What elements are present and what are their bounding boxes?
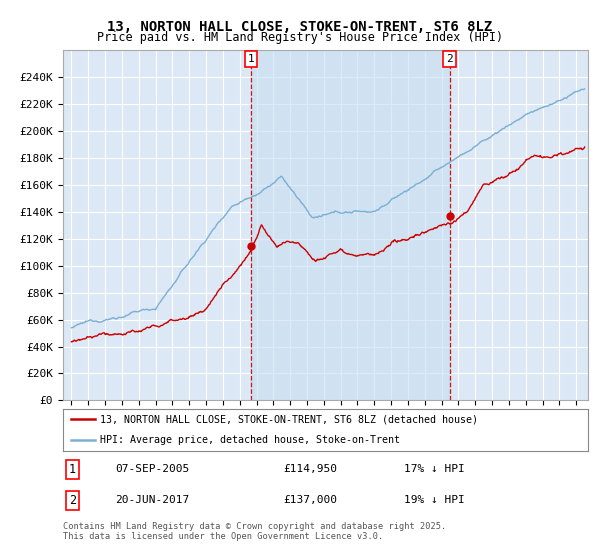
Text: Price paid vs. HM Land Registry's House Price Index (HPI): Price paid vs. HM Land Registry's House … — [97, 31, 503, 44]
Text: 20-JUN-2017: 20-JUN-2017 — [115, 496, 190, 506]
Text: HPI: Average price, detached house, Stoke-on-Trent: HPI: Average price, detached house, Stok… — [100, 435, 400, 445]
Text: 2: 2 — [446, 54, 453, 64]
Text: £114,950: £114,950 — [284, 464, 337, 474]
Text: 1: 1 — [69, 463, 76, 475]
Text: 19% ↓ HPI: 19% ↓ HPI — [404, 496, 465, 506]
Text: 1: 1 — [248, 54, 254, 64]
Text: £137,000: £137,000 — [284, 496, 337, 506]
Text: 13, NORTON HALL CLOSE, STOKE-ON-TRENT, ST6 8LZ (detached house): 13, NORTON HALL CLOSE, STOKE-ON-TRENT, S… — [100, 414, 478, 424]
Text: Contains HM Land Registry data © Crown copyright and database right 2025.
This d: Contains HM Land Registry data © Crown c… — [63, 522, 446, 542]
Bar — [251, 50, 449, 400]
Text: 17% ↓ HPI: 17% ↓ HPI — [404, 464, 465, 474]
Text: 07-SEP-2005: 07-SEP-2005 — [115, 464, 190, 474]
Text: 2: 2 — [69, 494, 76, 507]
Text: 13, NORTON HALL CLOSE, STOKE-ON-TRENT, ST6 8LZ: 13, NORTON HALL CLOSE, STOKE-ON-TRENT, S… — [107, 20, 493, 34]
